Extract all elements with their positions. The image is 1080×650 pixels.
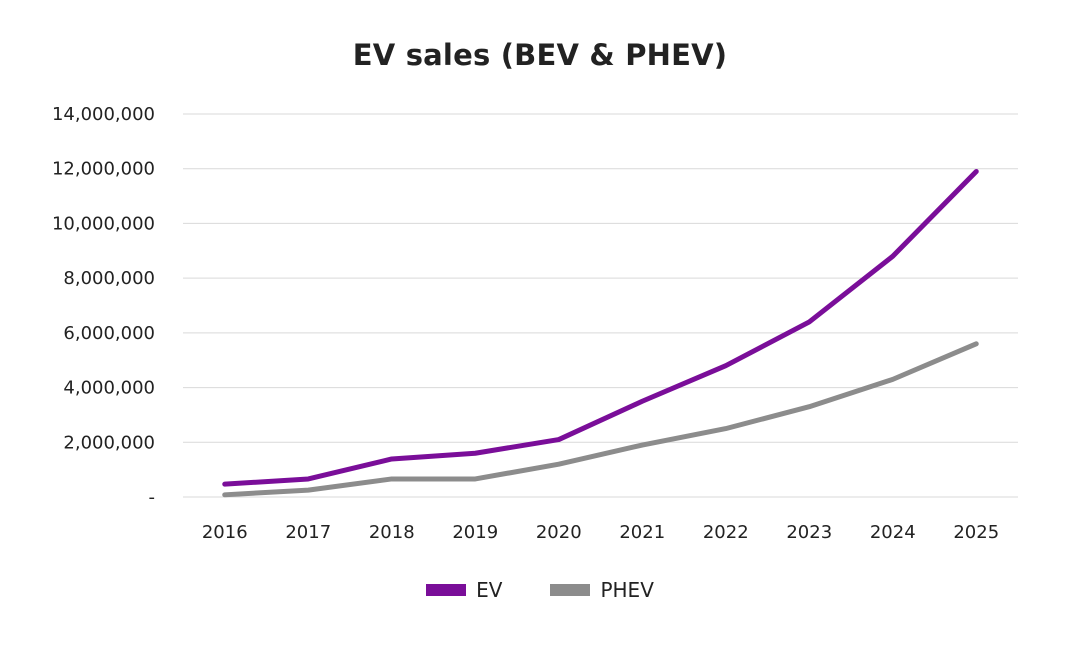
series-line-ev bbox=[222, 168, 979, 487]
x-tick-label: 2017 bbox=[285, 522, 331, 543]
legend-entry-ev: EV bbox=[426, 578, 502, 602]
legend-swatch-ev bbox=[426, 584, 467, 596]
x-tick-label: 2024 bbox=[870, 522, 916, 543]
series-line-phev bbox=[222, 341, 979, 498]
legend-entry-phev: PHEV bbox=[550, 578, 654, 602]
x-tick-label: 2016 bbox=[202, 522, 248, 543]
x-axis-ticks: 2016 2017 2018 2019 2020 2021 2022 2023 2024 2025 bbox=[202, 522, 999, 543]
legend-label-phev: PHEV bbox=[600, 578, 654, 602]
x-tick-label: 2020 bbox=[536, 522, 582, 543]
y-tick-label: 4,000,000 bbox=[63, 378, 155, 399]
x-tick-label: 2023 bbox=[786, 522, 832, 543]
y-tick-label: 14,000,000 bbox=[52, 104, 155, 125]
x-tick-label: 2019 bbox=[452, 522, 498, 543]
y-tick-label: 8,000,000 bbox=[63, 268, 155, 289]
legend-swatch-phev bbox=[550, 584, 591, 596]
y-axis-ticks: - 2,000,000 4,000,000 6,000,000 8,000,000 10,… bbox=[52, 104, 155, 508]
series-lines bbox=[222, 168, 979, 498]
x-tick-label: 2025 bbox=[953, 522, 999, 543]
gridlines bbox=[183, 113, 1018, 498]
x-tick-label: 2018 bbox=[369, 522, 415, 543]
y-tick-label: 2,000,000 bbox=[63, 432, 155, 453]
y-tick-label: 12,000,000 bbox=[52, 159, 155, 180]
legend: EV PHEV bbox=[0, 578, 1080, 602]
y-tick-label: - bbox=[149, 487, 156, 508]
legend-label-ev: EV bbox=[476, 578, 503, 602]
x-tick-label: 2021 bbox=[619, 522, 665, 543]
y-tick-label: 10,000,000 bbox=[52, 213, 155, 234]
y-tick-label: 6,000,000 bbox=[63, 323, 155, 344]
chart-title: EV sales (BEV & PHEV) bbox=[352, 38, 728, 72]
x-tick-label: 2022 bbox=[703, 522, 749, 543]
